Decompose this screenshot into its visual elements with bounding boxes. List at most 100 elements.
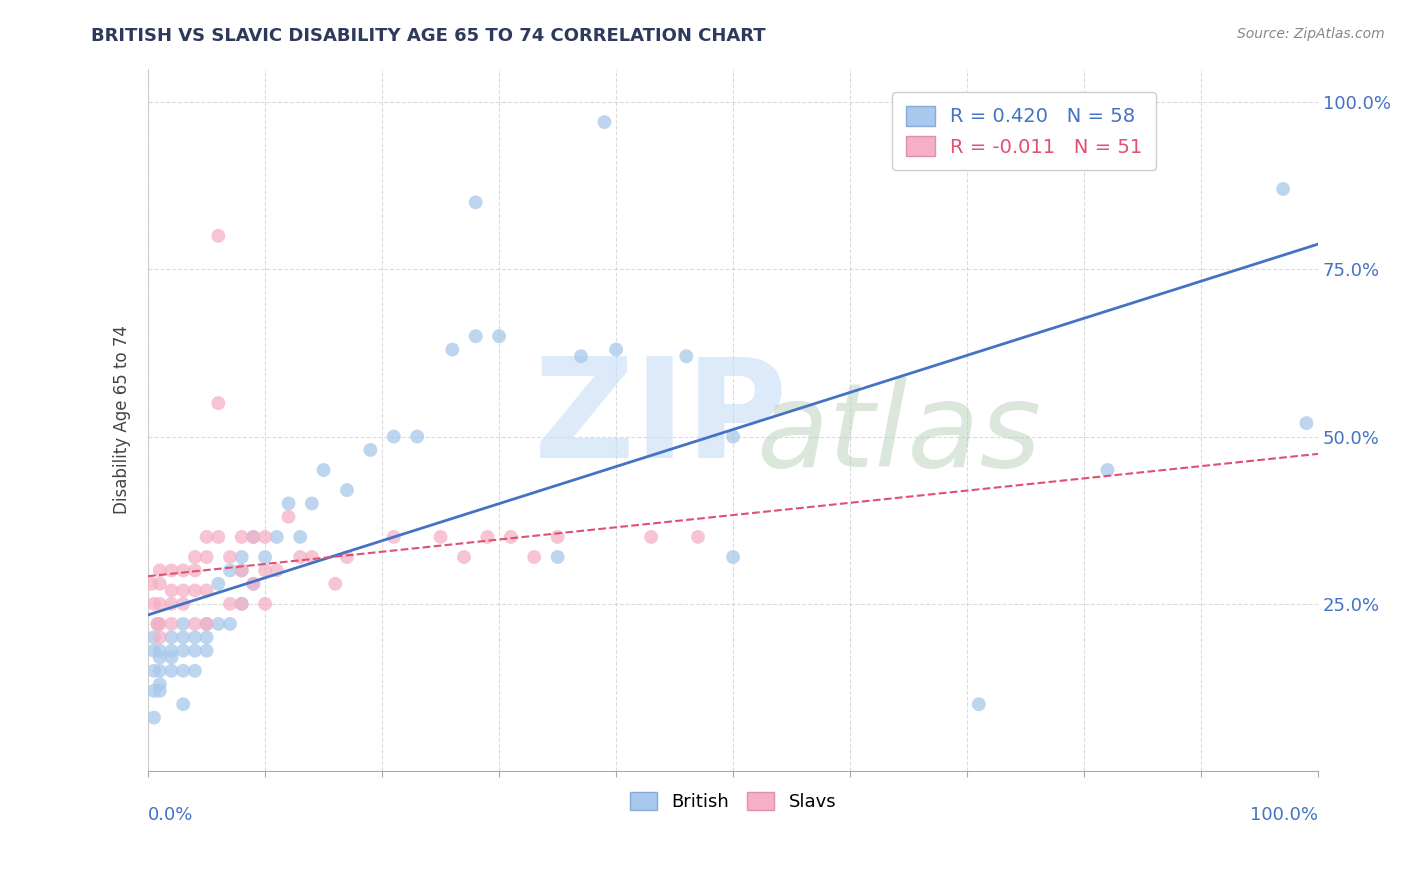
Point xyxy=(323,576,346,591)
Point xyxy=(231,597,253,611)
Point xyxy=(290,530,312,544)
Point xyxy=(453,549,475,564)
Point xyxy=(207,396,229,410)
Point xyxy=(160,664,183,678)
Point xyxy=(160,597,183,611)
Point xyxy=(547,549,569,564)
Point xyxy=(184,664,207,678)
Point xyxy=(686,530,709,544)
Text: atlas: atlas xyxy=(756,377,1042,491)
Point xyxy=(336,549,359,564)
Point xyxy=(149,616,172,631)
Point xyxy=(301,549,323,564)
Point xyxy=(290,549,312,564)
Point xyxy=(254,549,277,564)
Point xyxy=(172,563,194,577)
Point xyxy=(301,496,323,510)
Point xyxy=(219,563,242,577)
Point xyxy=(464,195,486,210)
Point xyxy=(967,697,990,711)
Point xyxy=(721,429,744,443)
Point xyxy=(184,643,207,657)
Point xyxy=(172,616,194,631)
Point xyxy=(231,563,253,577)
Point xyxy=(160,563,183,577)
Point xyxy=(142,630,165,644)
Point xyxy=(254,563,277,577)
Text: 100.0%: 100.0% xyxy=(1250,806,1319,824)
Point xyxy=(149,677,172,691)
Point xyxy=(146,616,169,631)
Point xyxy=(277,509,299,524)
Point xyxy=(499,530,522,544)
Point xyxy=(605,343,627,357)
Point xyxy=(266,530,288,544)
Point xyxy=(195,583,218,598)
Point xyxy=(149,576,172,591)
Point xyxy=(242,576,264,591)
Point xyxy=(195,549,218,564)
Point xyxy=(172,597,194,611)
Point xyxy=(207,616,229,631)
Point xyxy=(488,329,510,343)
Text: BRITISH VS SLAVIC DISABILITY AGE 65 TO 74 CORRELATION CHART: BRITISH VS SLAVIC DISABILITY AGE 65 TO 7… xyxy=(91,27,766,45)
Point xyxy=(242,530,264,544)
Point xyxy=(219,616,242,631)
Point xyxy=(142,664,165,678)
Point xyxy=(142,710,165,724)
Point xyxy=(464,329,486,343)
Point xyxy=(441,343,464,357)
Point xyxy=(1097,463,1119,477)
Point xyxy=(207,576,229,591)
Point xyxy=(219,597,242,611)
Point xyxy=(160,583,183,598)
Point xyxy=(195,643,218,657)
Point xyxy=(195,530,218,544)
Point xyxy=(277,496,299,510)
Point xyxy=(160,616,183,631)
Point xyxy=(172,697,194,711)
Point xyxy=(593,115,616,129)
Point xyxy=(142,597,165,611)
Point xyxy=(160,630,183,644)
Point xyxy=(160,650,183,665)
Point xyxy=(675,349,697,363)
Point xyxy=(1272,182,1295,196)
Point xyxy=(184,583,207,598)
Point xyxy=(406,429,429,443)
Point xyxy=(254,597,277,611)
Point xyxy=(569,349,592,363)
Point xyxy=(429,530,451,544)
Point xyxy=(242,576,264,591)
Point xyxy=(195,616,218,631)
Y-axis label: Disability Age 65 to 74: Disability Age 65 to 74 xyxy=(114,326,131,515)
Point xyxy=(336,483,359,497)
Point xyxy=(547,530,569,544)
Point xyxy=(172,664,194,678)
Point xyxy=(149,683,172,698)
Point xyxy=(1295,416,1317,430)
Point xyxy=(477,530,499,544)
Point xyxy=(721,549,744,564)
Point xyxy=(184,616,207,631)
Point xyxy=(207,530,229,544)
Point xyxy=(231,597,253,611)
Point xyxy=(312,463,335,477)
Point xyxy=(219,549,242,564)
Point xyxy=(142,643,165,657)
Point xyxy=(160,643,183,657)
Point xyxy=(184,549,207,564)
Point xyxy=(172,630,194,644)
Point xyxy=(149,650,172,665)
Point xyxy=(195,630,218,644)
Point xyxy=(149,664,172,678)
Point xyxy=(242,530,264,544)
Point xyxy=(141,576,163,591)
Point xyxy=(184,630,207,644)
Point xyxy=(231,563,253,577)
Point xyxy=(231,530,253,544)
Point xyxy=(231,549,253,564)
Point xyxy=(149,563,172,577)
Point xyxy=(266,563,288,577)
Point xyxy=(195,616,218,631)
